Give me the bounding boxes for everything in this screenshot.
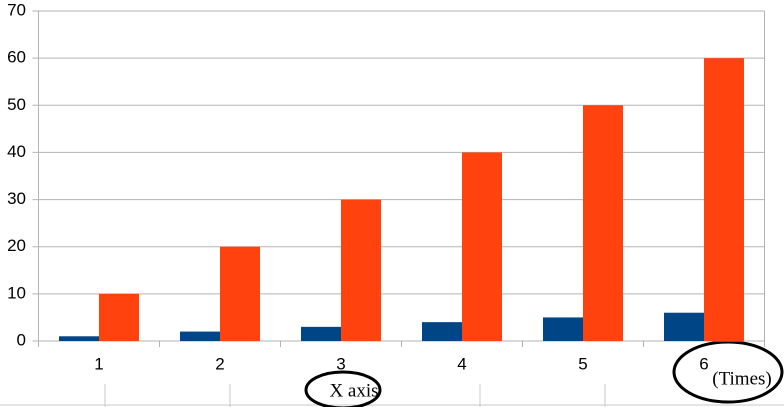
bar: [583, 105, 623, 342]
bar: [99, 293, 139, 341]
bar: [462, 152, 502, 341]
x-axis-label: X axis: [329, 380, 378, 401]
annotation-circle: [672, 340, 784, 404]
bar: [59, 336, 99, 341]
bar: [341, 199, 381, 341]
x-tick-label: 1: [94, 354, 103, 373]
x-label-circle: [304, 370, 382, 407]
bar: [180, 331, 220, 341]
bar: [664, 312, 704, 341]
x-tick-label: 6: [699, 354, 708, 373]
cell-lines: [0, 384, 784, 407]
y-tick-label: 30: [7, 189, 26, 208]
x-tick-label: 2: [215, 354, 224, 373]
y-tick-label: 10: [7, 283, 26, 302]
y-tick-label: 50: [7, 95, 26, 114]
bar: [704, 58, 744, 342]
x-tick-label: 4: [457, 354, 466, 373]
bar: [543, 317, 583, 341]
y-tick-label: 60: [7, 48, 26, 67]
bar: [220, 246, 260, 341]
x-tick-label: 3: [336, 354, 345, 373]
x-tick-label: 5: [578, 354, 587, 373]
bar: [422, 322, 462, 341]
bar: [301, 326, 341, 341]
y-tick-label: 70: [7, 0, 26, 19]
y-tick-label: 40: [7, 142, 26, 161]
y-tick-label: 0: [17, 330, 26, 349]
annotation: (Times): [712, 368, 771, 389]
y-tick-label: 20: [7, 236, 26, 255]
